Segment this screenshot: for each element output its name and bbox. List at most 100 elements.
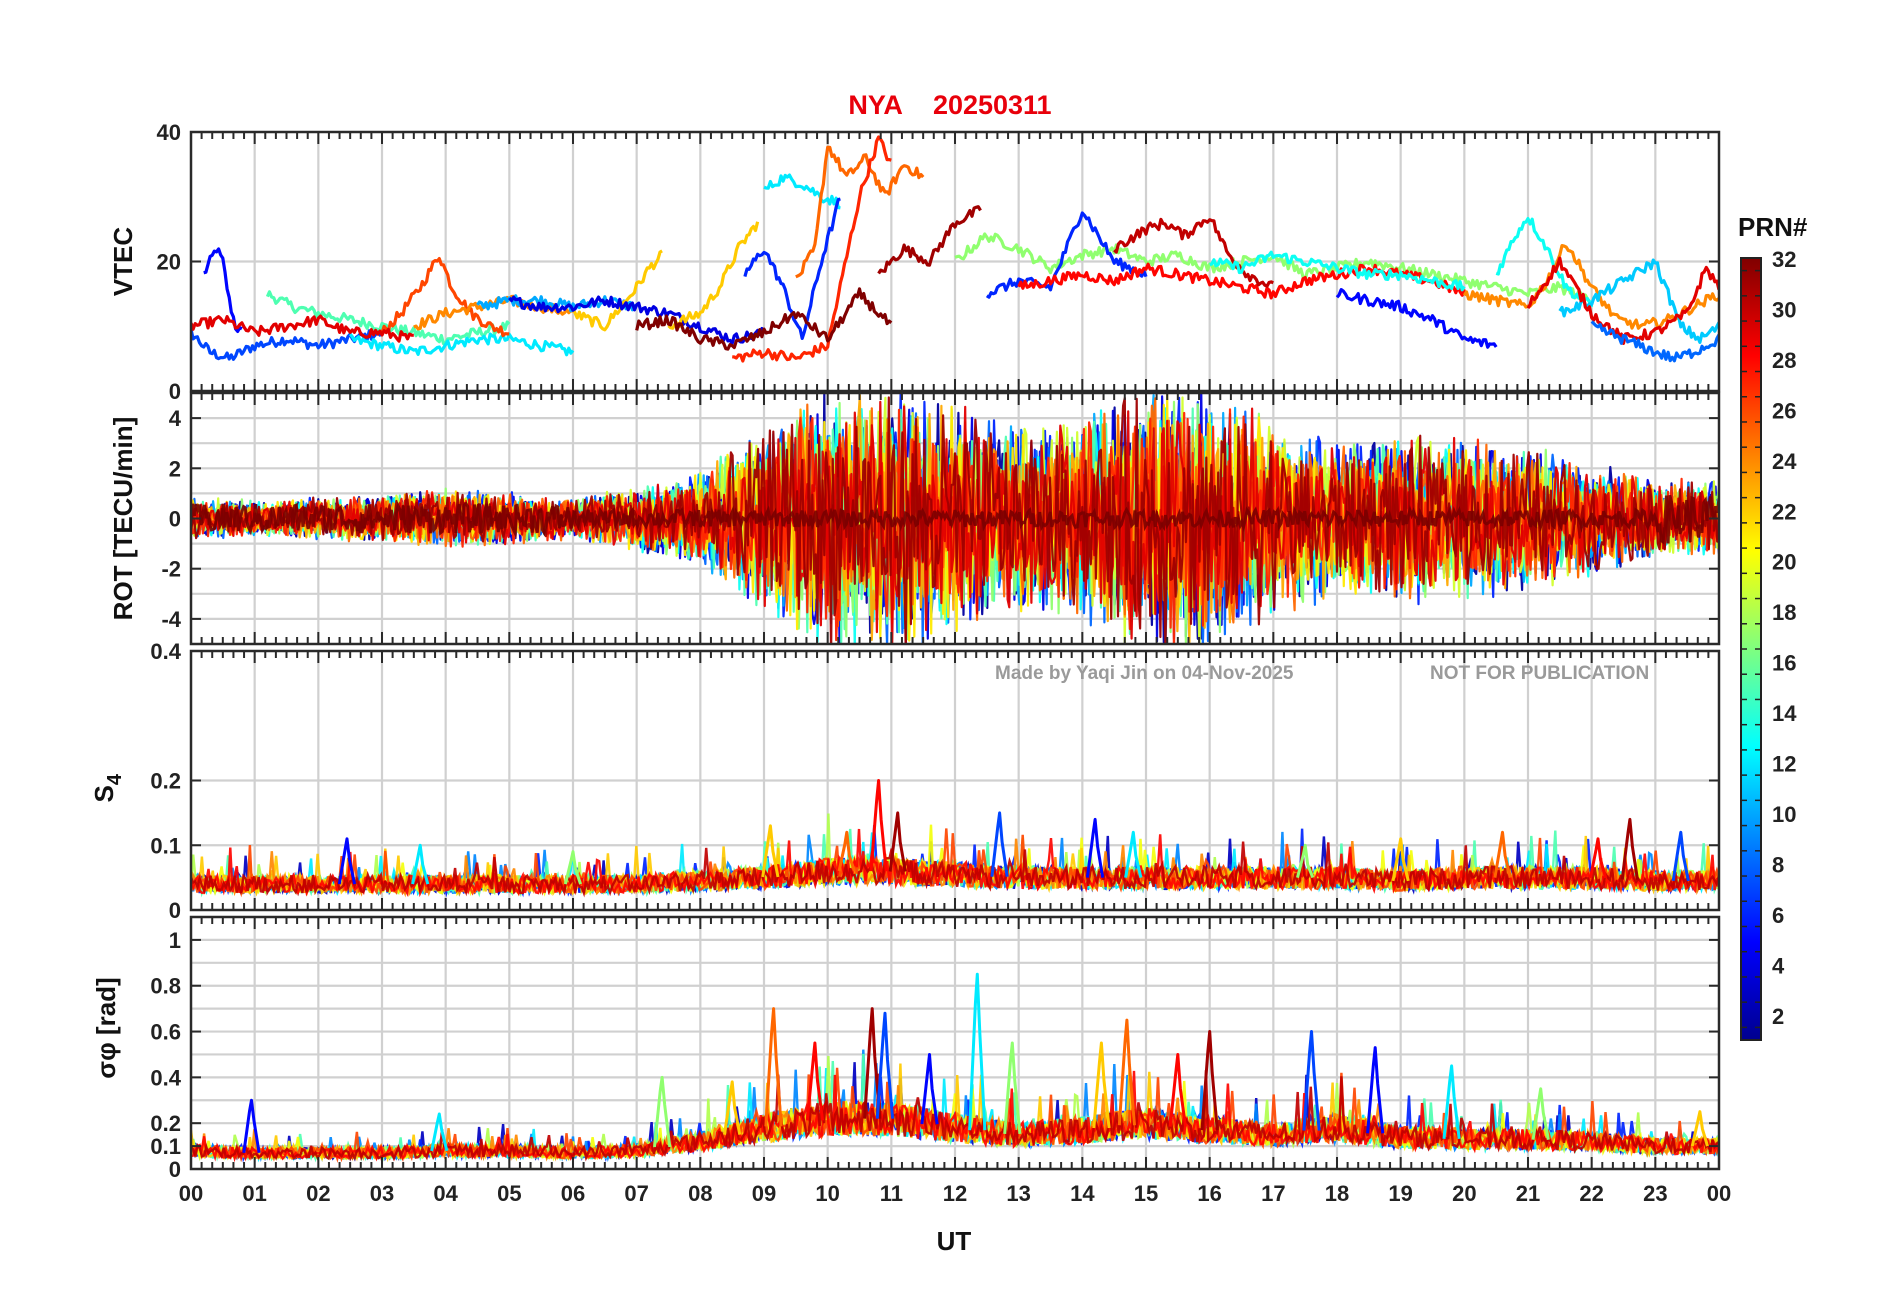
panel-data: [191, 393, 1719, 644]
x-tick-label: 16: [1197, 1181, 1221, 1206]
y-axis-label: ROT [TECU/min]: [108, 417, 138, 621]
panel-data: [191, 779, 1719, 898]
vtec-series-prn-12: [348, 332, 575, 357]
x-tick-label: 19: [1388, 1181, 1412, 1206]
colorbar-tick-label: 26: [1772, 398, 1796, 423]
y-axis-label: VTEC: [108, 227, 138, 297]
colorbar-tick-label: 14: [1772, 701, 1797, 726]
colorbar-tick-label: 6: [1772, 903, 1784, 928]
s4-spike: [1671, 830, 1690, 882]
x-tick-label: 22: [1579, 1181, 1603, 1206]
rot-series-prn-32: [191, 494, 1719, 545]
colorbar-tick-label: 22: [1772, 499, 1796, 524]
y-tick-label: 0.8: [150, 974, 181, 999]
colorbar-tick-label: 12: [1772, 752, 1796, 777]
sigma_phi-spike: [1442, 1064, 1461, 1139]
sigma_phi-spike: [968, 972, 987, 1131]
s4-spike: [411, 843, 430, 885]
sigma_phi-spike: [1690, 1110, 1709, 1147]
vtec-series-prn-6: [985, 211, 1148, 299]
y-tick-label: 0.2: [150, 769, 181, 794]
colorbar-tick-label: 28: [1772, 348, 1796, 373]
panel-rot: -4 -2 0 2 4 ROT [TECU/min]: [108, 391, 1721, 646]
x-tick-label: 05: [497, 1181, 521, 1206]
vtec-series-prn-13: [1495, 217, 1594, 308]
y-tick-label: 0: [169, 898, 181, 923]
sigma_phi-spike: [764, 1007, 783, 1127]
y-tick-label: -4: [161, 607, 181, 632]
y-tick-label: 0: [169, 507, 181, 532]
x-tick-label: 18: [1325, 1181, 1349, 1206]
vtec-series-prn-29: [191, 314, 414, 343]
y-tick-label: 0: [169, 379, 181, 404]
colorbar-tick-label: 10: [1772, 802, 1796, 827]
vtec-series-prn-25: [795, 145, 925, 279]
vtec-series-prn-8: [1590, 320, 1719, 363]
chart-title: NYA 20250311: [848, 90, 1051, 120]
x-tick-label: 03: [370, 1181, 394, 1206]
s4-spike: [837, 830, 856, 872]
x-tick-label: 23: [1643, 1181, 1667, 1206]
y-axis-label: σφ [rad]: [91, 977, 121, 1078]
colorbar-tick-label: 30: [1772, 297, 1796, 322]
panel-data: [191, 972, 1719, 1163]
watermark-notice: NOT FOR PUBLICATION: [1430, 663, 1649, 684]
panel-data: [191, 135, 1719, 363]
y-tick-label: 20: [157, 250, 181, 275]
x-tick-label: 20: [1452, 1181, 1476, 1206]
rot-series-prn-31: [191, 396, 1719, 644]
x-tick-label: 14: [1070, 1181, 1095, 1206]
title-station: NYA: [848, 90, 903, 120]
s4-spike: [1296, 843, 1315, 879]
y-axis-label-subscript: 4: [104, 773, 126, 785]
x-tick-label: 04: [433, 1181, 458, 1206]
colorbar-tick-label: 4: [1772, 953, 1785, 978]
vtec-series-prn-31: [877, 205, 982, 275]
colorbar-tick-label: 16: [1772, 651, 1796, 676]
x-tick-label: 02: [306, 1181, 330, 1206]
sigma_phi-spike: [430, 1112, 449, 1152]
y-tick-label: 0.2: [150, 1111, 181, 1136]
vtec-series-prn-22: [667, 221, 760, 330]
panel-sigma_phi: 00.10.2 0.4 0.6 0.8 1 σφ [rad]: [91, 915, 1721, 1182]
sigma_phi-spike: [1092, 1041, 1111, 1129]
x-axis-label: UT: [937, 1226, 972, 1256]
x-tick-label: 21: [1516, 1181, 1540, 1206]
vtec-series-prn-32: [635, 287, 893, 351]
colorbar-tick-label: 20: [1772, 550, 1796, 575]
colorbar-tick-label: 18: [1772, 600, 1796, 625]
y-tick-label: 1: [169, 928, 181, 953]
y-tick-label: 0.4: [150, 1065, 181, 1090]
y-axis-label-main: S: [89, 785, 119, 802]
y-tick-label: 0.6: [150, 1020, 181, 1045]
sigma_phi-spike: [863, 1007, 882, 1119]
s4-spike: [888, 811, 907, 872]
x-tick-label: 12: [943, 1181, 967, 1206]
s4-spike: [1493, 830, 1512, 878]
s4-spike: [1391, 837, 1410, 882]
x-tick-label: 08: [688, 1181, 712, 1206]
panel-s4: 0 0.1 0.2 0.4 S4: [89, 639, 1721, 923]
colorbar-tick-label: 24: [1772, 449, 1797, 474]
vtec-series-prn-12: [763, 173, 841, 210]
colorbar-tick-label: 2: [1772, 1004, 1784, 1029]
y-tick-label: 4: [169, 406, 182, 431]
s4-spike: [1124, 830, 1143, 878]
vtec-series-prn-22: [571, 249, 663, 332]
x-tick-label: 06: [561, 1181, 585, 1206]
y-tick-label: 0.4: [150, 639, 181, 664]
s4-series-prn-30: [191, 841, 1719, 898]
s4-spike: [1620, 817, 1639, 880]
y-tick-label: 40: [157, 120, 181, 145]
x-tick-label: 07: [624, 1181, 648, 1206]
s4-spike: [563, 850, 583, 885]
x-tick-label: 15: [1134, 1181, 1158, 1206]
x-tick-label: 09: [752, 1181, 776, 1206]
vtec-series-prn-30: [1113, 217, 1274, 288]
title-date: 20250311: [933, 90, 1052, 120]
vtec-series-prn-27: [732, 135, 892, 363]
vtec-series-prn-13: [1209, 250, 1466, 292]
s4-spike: [337, 837, 357, 885]
